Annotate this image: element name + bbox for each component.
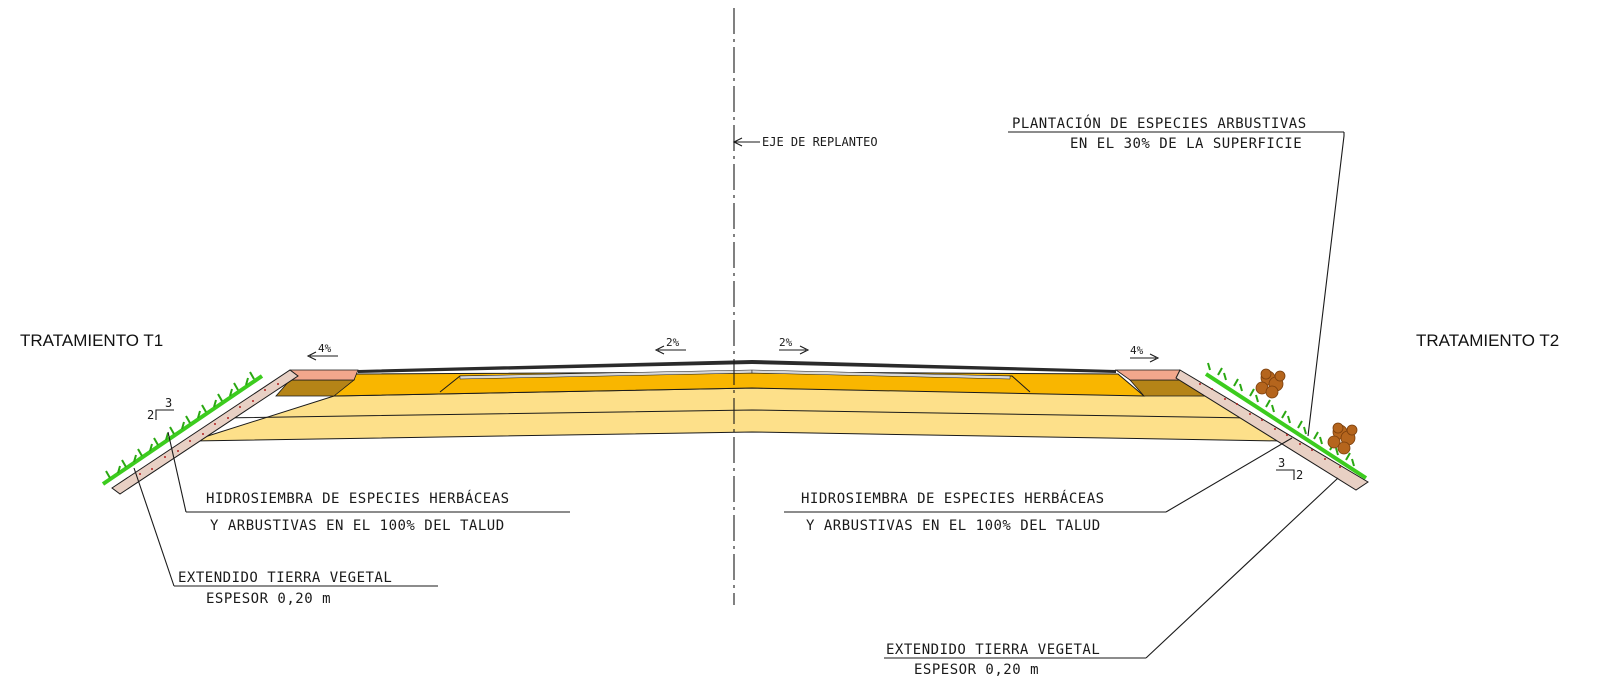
right-talud-ratio-mark: [1276, 469, 1295, 480]
axis-label: EJE DE REPLANTEO: [762, 135, 878, 149]
left-grass-tufts: [105, 371, 255, 479]
left-embankment: 3 2: [101, 369, 299, 495]
shrub-upper: [1255, 368, 1286, 399]
tierra-left-line1: EXTENDIDO TIERRA VEGETAL: [178, 570, 392, 586]
hidro-right-line2: Y ARBUSTIVAS EN EL 100% DEL TALUD: [806, 518, 1101, 534]
tierra-right-leader: [1145, 477, 1339, 659]
hidrosiembra-left-callout: HIDROSIEMBRA DE ESPECIES HERBÁCEAS Y ARB…: [167, 431, 570, 534]
plantacion-callout: PLANTACIÓN DE ESPECIES ARBUSTIVAS EN EL …: [1008, 114, 1345, 437]
hidrosiembra-right-callout: HIDROSIEMBRA DE ESPECIES HERBÁCEAS Y ARB…: [784, 437, 1293, 534]
tierra-right-line2: ESPESOR 0,20 m: [914, 662, 1039, 678]
slope-marker-left-lane: 2%: [654, 336, 686, 355]
hidro-left-leader: [167, 431, 187, 513]
axis-callout: EJE DE REPLANTEO: [732, 135, 878, 149]
treatment-t2-title: TRATAMIENTO T2: [1416, 331, 1559, 350]
tierra-left-leader: [133, 467, 175, 587]
left-topsoil-dots: [139, 383, 279, 475]
left-talud-ratio-h: 2: [147, 408, 154, 422]
slope-label-left-lane: 2%: [666, 336, 680, 349]
tierra-left-line2: ESPESOR 0,20 m: [206, 591, 331, 607]
right-grass-tufts: [1207, 362, 1355, 467]
right-topsoil-dots: [1199, 383, 1341, 468]
left-talud-ratio-mark: [155, 409, 174, 420]
slope-label-right-shoulder: 4%: [1130, 344, 1144, 357]
pavement-section: [191, 360, 1284, 442]
slope-label-right-lane: 2%: [779, 336, 793, 349]
hidro-left-line1: HIDROSIEMBRA DE ESPECIES HERBÁCEAS: [206, 490, 510, 507]
right-talud-ratio-v: 3: [1278, 456, 1285, 470]
left-grass-strip: [101, 374, 264, 486]
asphalt-wearing-course: [358, 360, 1116, 373]
shrub-lower: [1327, 422, 1358, 455]
slope-marker-right-shoulder: 4%: [1130, 344, 1160, 363]
plantacion-leader: [1307, 132, 1345, 437]
plantacion-line2: EN EL 30% DE LA SUPERFICIE: [1070, 136, 1302, 152]
slope-marker-right-lane: 2%: [779, 336, 810, 355]
right-embankment: 3 2: [1175, 362, 1369, 491]
tierra-right-callout: EXTENDIDO TIERRA VEGETAL ESPESOR 0,20 m: [884, 477, 1339, 678]
lane-marking-right: [751, 369, 1011, 380]
treatment-t1-title: TRATAMIENTO T1: [20, 331, 163, 350]
hidro-right-leader: [1165, 437, 1293, 513]
tierra-left-callout: EXTENDIDO TIERRA VEGETAL ESPESOR 0,20 m: [133, 467, 438, 607]
left-topsoil-band: [111, 369, 299, 495]
slope-label-left-shoulder: 4%: [318, 342, 332, 355]
tierra-right-line1: EXTENDIDO TIERRA VEGETAL: [886, 642, 1100, 658]
right-talud-ratio-h: 2: [1296, 468, 1303, 482]
left-talud-ratio-v: 3: [165, 396, 172, 410]
hidro-left-line2: Y ARBUSTIVAS EN EL 100% DEL TALUD: [210, 518, 505, 534]
subbase-inner-line: [217, 409, 1253, 419]
right-grass-strip: [1204, 372, 1368, 480]
right-topsoil-band: [1175, 369, 1369, 491]
slope-marker-left-shoulder: 4%: [306, 342, 338, 361]
hidro-right-line1: HIDROSIEMBRA DE ESPECIES HERBÁCEAS: [801, 490, 1105, 507]
plantacion-line1: PLANTACIÓN DE ESPECIES ARBUSTIVAS: [1012, 114, 1307, 132]
